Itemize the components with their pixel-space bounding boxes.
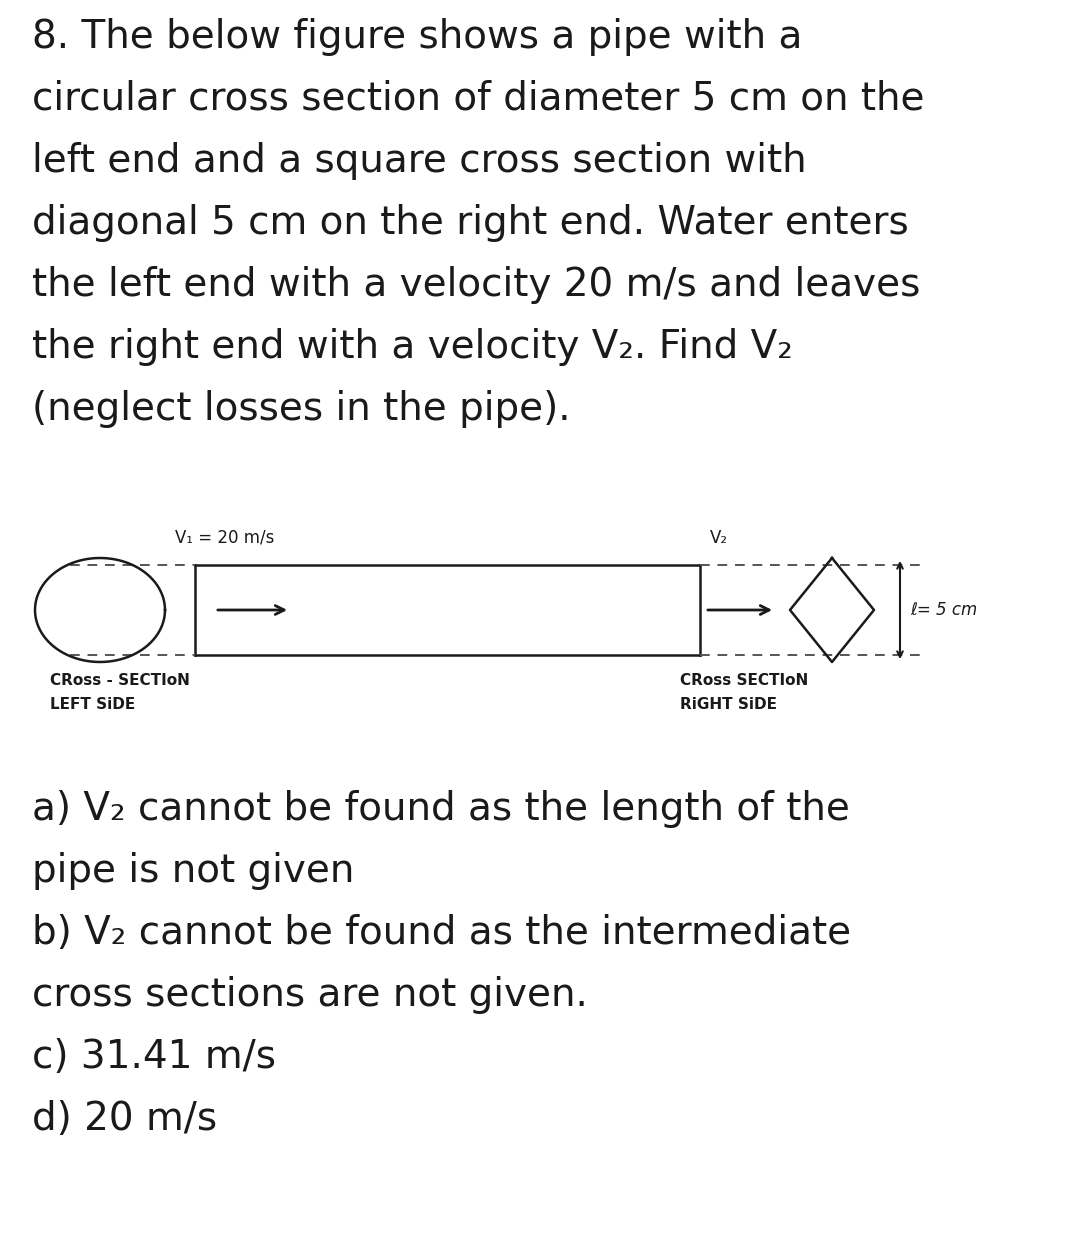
Text: left end and a square cross section with: left end and a square cross section with xyxy=(32,142,807,180)
Text: 8. The below figure shows a pipe with a: 8. The below figure shows a pipe with a xyxy=(32,18,802,56)
Text: pipe is not given: pipe is not given xyxy=(32,852,354,890)
Text: b) V₂ cannot be found as the intermediate: b) V₂ cannot be found as the intermediat… xyxy=(32,913,851,952)
Text: a) V₂ cannot be found as the length of the: a) V₂ cannot be found as the length of t… xyxy=(32,789,850,828)
Text: the right end with a velocity V₂. Find V₂: the right end with a velocity V₂. Find V… xyxy=(32,328,793,366)
Text: V₁ = 20 m/s: V₁ = 20 m/s xyxy=(175,529,274,548)
Text: CRoss SECTIoN: CRoss SECTIoN xyxy=(680,673,808,688)
Text: V₂: V₂ xyxy=(710,529,728,548)
Text: ℓ= 5 cm: ℓ= 5 cm xyxy=(910,601,977,619)
Text: the left end with a velocity 20 m/s and leaves: the left end with a velocity 20 m/s and … xyxy=(32,266,920,304)
Text: d) 20 m/s: d) 20 m/s xyxy=(32,1100,217,1138)
Text: cross sections are not given.: cross sections are not given. xyxy=(32,976,588,1014)
Text: RiGHT SiDE: RiGHT SiDE xyxy=(680,697,777,712)
Text: diagonal 5 cm on the right end. Water enters: diagonal 5 cm on the right end. Water en… xyxy=(32,204,908,242)
Text: LEFT SiDE: LEFT SiDE xyxy=(50,697,135,712)
Text: c) 31.41 m/s: c) 31.41 m/s xyxy=(32,1037,276,1076)
Text: CRoss - SECTIoN: CRoss - SECTIoN xyxy=(50,673,190,688)
Text: circular cross section of diameter 5 cm on the: circular cross section of diameter 5 cm … xyxy=(32,80,924,118)
Text: (neglect losses in the pipe).: (neglect losses in the pipe). xyxy=(32,390,570,429)
